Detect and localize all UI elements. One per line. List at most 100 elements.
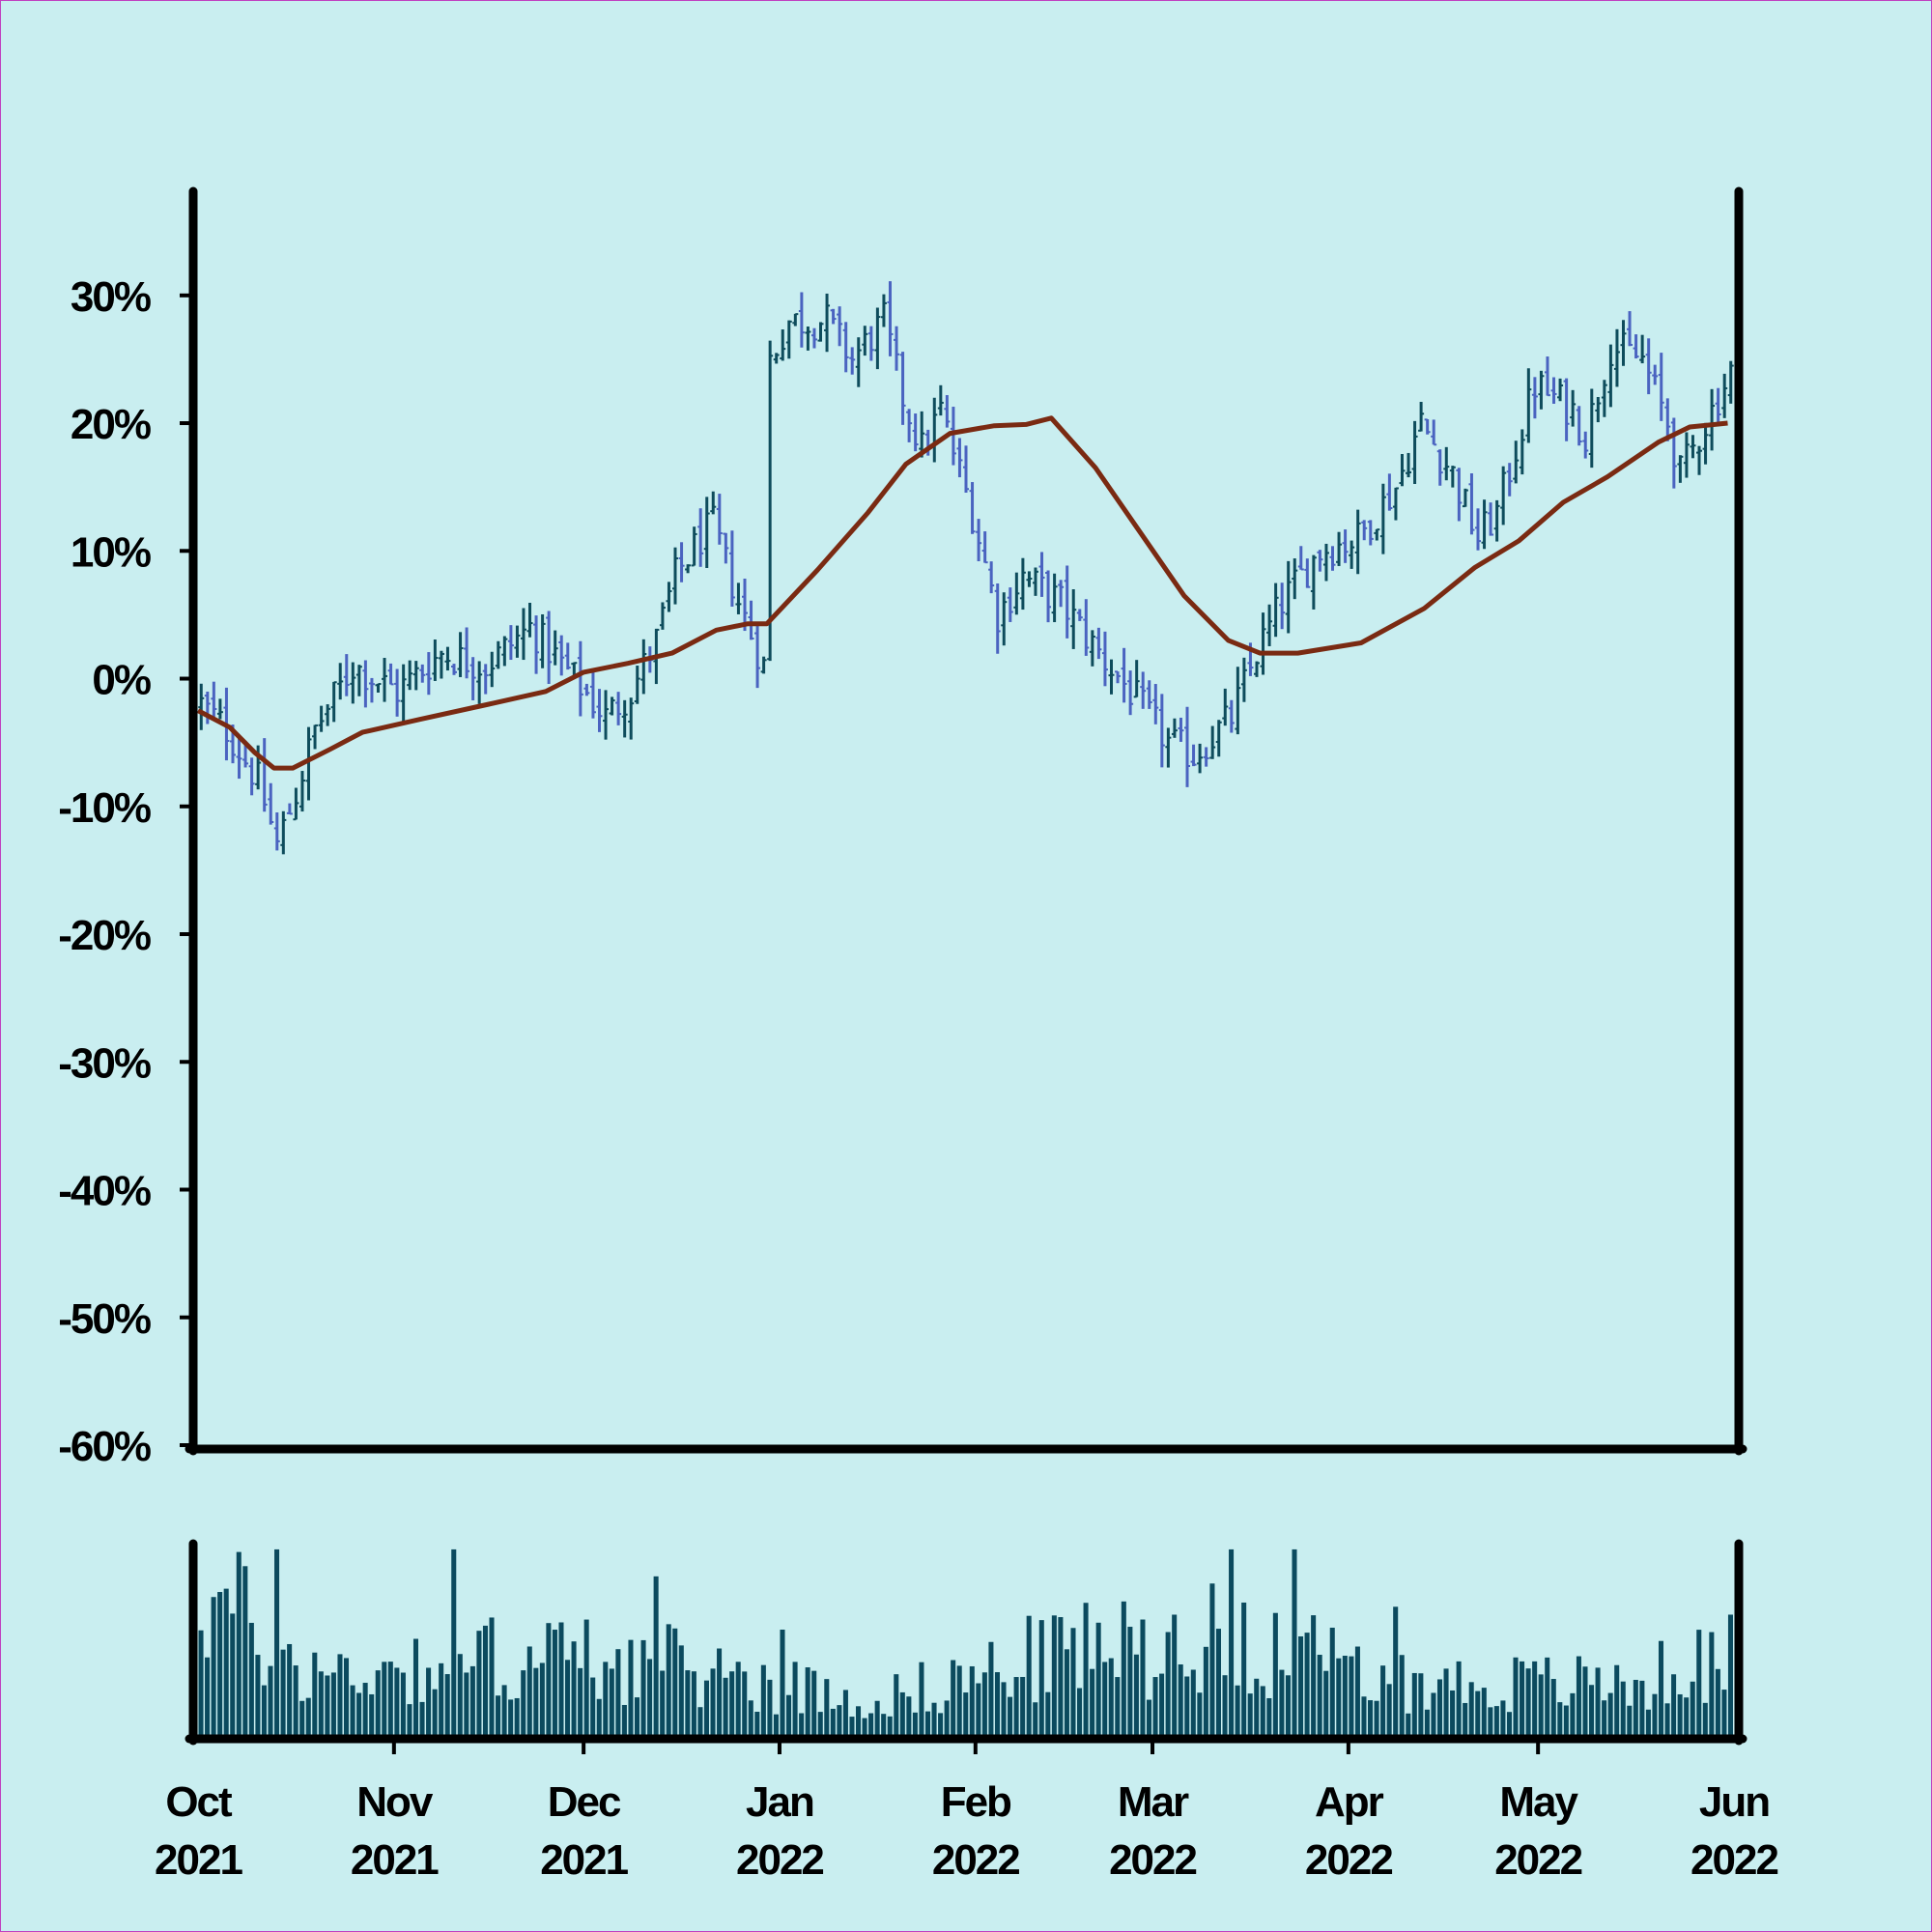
- volume-bar: [717, 1648, 723, 1735]
- volume-bar: [1008, 1696, 1013, 1735]
- volume-bar: [1077, 1688, 1083, 1735]
- volume-bar: [887, 1716, 893, 1735]
- volume-bar: [1285, 1675, 1291, 1735]
- ohlc-bar: [1645, 338, 1652, 395]
- x-tick-year-label: 2021: [351, 1836, 439, 1884]
- ohlc-bar: [1266, 604, 1273, 646]
- ohlc-bar: [1178, 717, 1184, 742]
- volume-bar: [1146, 1699, 1152, 1735]
- volume-bar: [1311, 1615, 1317, 1735]
- ohlc-bar: [355, 665, 362, 696]
- volume-bar: [268, 1665, 273, 1735]
- volume-bar: [596, 1698, 602, 1735]
- ohlc-bar: [735, 582, 742, 614]
- volume-bar: [703, 1680, 709, 1735]
- volume-bar: [1664, 1703, 1670, 1735]
- volume-bar: [938, 1713, 944, 1735]
- volume-bar: [1172, 1614, 1178, 1735]
- volume-bar: [1152, 1677, 1158, 1735]
- volume-bar: [444, 1674, 450, 1735]
- ohlc-bar: [552, 630, 558, 666]
- volume-bar: [1545, 1657, 1550, 1735]
- ohlc-bar: [368, 677, 375, 703]
- ohlc-bar: [1032, 567, 1038, 596]
- volume-bar: [951, 1660, 956, 1735]
- ohlc-bar: [703, 497, 710, 569]
- volume-bar: [419, 1701, 425, 1735]
- ohlc-bar: [382, 658, 388, 702]
- volume-bar: [1411, 1672, 1417, 1735]
- ohlc-bar: [805, 326, 811, 351]
- ohlc-bar: [375, 683, 382, 693]
- volume-bar: [1304, 1633, 1310, 1735]
- volume-bar: [1190, 1669, 1196, 1735]
- ohlc-bar: [1582, 431, 1589, 459]
- volume-bar: [1500, 1700, 1506, 1735]
- ohlc-bar: [216, 698, 223, 720]
- volume-bar: [400, 1672, 406, 1735]
- ohlc-bar: [1601, 380, 1607, 417]
- volume-bar: [261, 1685, 267, 1735]
- volume-bar: [1393, 1606, 1399, 1735]
- x-tick-month-label: Apr: [1315, 1778, 1384, 1826]
- ohlc-bar: [880, 294, 887, 327]
- ohlc-bar: [1715, 387, 1721, 425]
- ohlc-bar: [1500, 466, 1507, 526]
- volume-bar: [558, 1622, 564, 1735]
- volume-bar: [1229, 1548, 1235, 1735]
- volume-bar: [1424, 1709, 1430, 1735]
- ohlc-bar: [1550, 377, 1557, 404]
- ohlc-bar: [312, 724, 319, 750]
- volume-bar: [1399, 1655, 1405, 1735]
- ohlc-bar: [906, 409, 913, 442]
- ohlc-bar: [1436, 449, 1443, 486]
- ohlc-bar: [760, 656, 767, 674]
- ohlc-bar: [1253, 661, 1260, 677]
- ohlc-bar: [1531, 377, 1538, 419]
- volume-bar: [1550, 1679, 1556, 1735]
- x-tick-month-label: Feb: [941, 1778, 1011, 1826]
- ohlc-bar: [659, 602, 666, 630]
- volume-bar: [1323, 1670, 1329, 1735]
- volume-bar: [760, 1664, 766, 1735]
- x-tick-month-label: May: [1499, 1778, 1578, 1826]
- ohlc-bar: [330, 681, 337, 723]
- ohlc-bar: [1406, 452, 1412, 478]
- volume-bar: [469, 1665, 475, 1735]
- volume-bar: [590, 1677, 596, 1735]
- volume-bar: [1443, 1668, 1449, 1735]
- volume-bar: [894, 1674, 899, 1735]
- volume-bar: [312, 1652, 318, 1735]
- volume-bar: [1684, 1697, 1690, 1735]
- volume-bar: [1639, 1680, 1645, 1735]
- ohlc-bar: [1399, 454, 1406, 487]
- ohlc-bar: [1570, 389, 1577, 427]
- volume-bar: [994, 1672, 1000, 1735]
- ohlc-bar: [919, 411, 925, 458]
- volume-bar: [1298, 1635, 1304, 1735]
- ohlc-bar: [1544, 356, 1550, 397]
- ohlc-bar: [507, 625, 514, 661]
- ohlc-bar: [1121, 647, 1127, 703]
- ohlc-bar: [533, 615, 540, 674]
- volume-bar: [546, 1623, 552, 1735]
- ohlc-bar: [1019, 557, 1026, 611]
- volume-bar: [350, 1685, 355, 1735]
- volume-bar: [439, 1662, 444, 1735]
- volume-bar: [1140, 1619, 1146, 1735]
- x-tick-year-label: 2022: [932, 1836, 1019, 1884]
- volume-bar: [1576, 1656, 1581, 1735]
- ohlc-bar: [1379, 483, 1386, 554]
- ohlc-bar: [1108, 659, 1115, 695]
- ohlc-bar: [678, 542, 685, 582]
- volume-bar: [1671, 1674, 1677, 1735]
- volume-bar: [1690, 1681, 1695, 1735]
- x-tick-month-label: Mar: [1118, 1778, 1189, 1826]
- x-tick-year-label: 2022: [1109, 1836, 1196, 1884]
- ohlc-bar: [956, 438, 963, 478]
- ohlc-bar: [261, 738, 268, 812]
- volume-bar: [723, 1677, 728, 1735]
- x-axis-ticks: Oct 2021 Nov 2021 Dec 2021 Jan 2022 Feb 2022 Mar 20…: [155, 1739, 1779, 1884]
- ohlc-bar: [716, 494, 723, 545]
- x-tick-month-label: Nov: [356, 1778, 434, 1826]
